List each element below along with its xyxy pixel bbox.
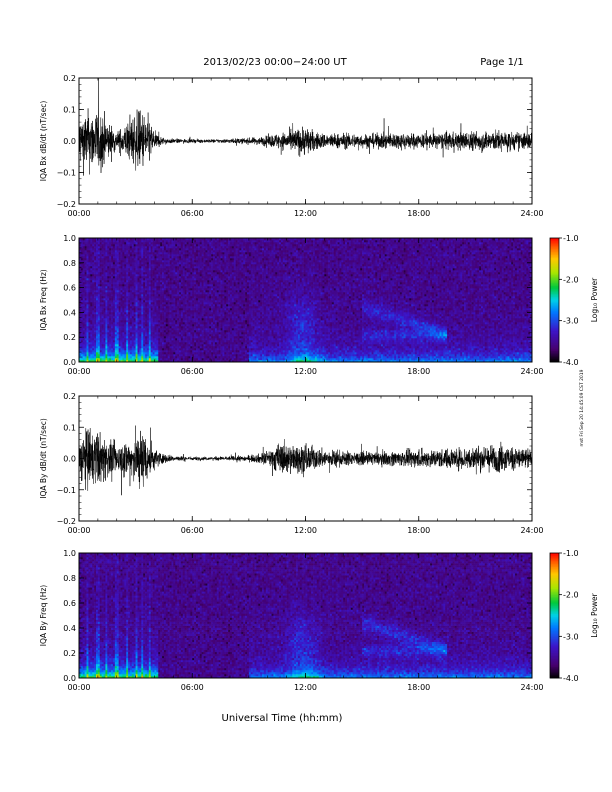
dbdt-trace bbox=[79, 76, 532, 176]
y-tick-label: 0.4 bbox=[63, 308, 76, 317]
x-tick-label: 06:00 bbox=[181, 526, 204, 535]
y-axis-label: IQA By dB/dt (nT/sec) bbox=[39, 418, 48, 499]
dbdt-panel-2: 00:00 06:00 12:00 18:00 24:00 0.2 0.1 0.0 −0.1 −0… bbox=[39, 392, 544, 535]
x-tick-label: 24:00 bbox=[520, 683, 543, 692]
y-axis-label: IQA By Freq (Hz) bbox=[39, 585, 48, 647]
x-tick-label: 24:00 bbox=[520, 526, 543, 535]
x-tick-label: 12:00 bbox=[294, 367, 317, 376]
colorbar-tick-label: -4.0 bbox=[563, 358, 579, 367]
figure-title: 2013/02/23 00:00−24:00 UT bbox=[203, 57, 347, 68]
colorbar-1: -1.0 -2.0 -3.0 -4.0 Log₁₀ Power bbox=[550, 234, 599, 367]
x-tick-label: 06:00 bbox=[181, 209, 204, 218]
y-tick-label: 0.0 bbox=[63, 455, 76, 464]
x-tick-label: 00:00 bbox=[67, 526, 90, 535]
x-axis-label: Universal Time (hh:mm) bbox=[222, 713, 343, 724]
colorbar-tick-label: -3.0 bbox=[563, 632, 579, 641]
colorbar-tick-label: -3.0 bbox=[563, 317, 579, 326]
side-timestamp: mst Fri Sep 20 14:45:09 CST 2019 bbox=[579, 369, 585, 446]
dbdt-panel-0: 00:00 06:00 12:00 18:00 24:00 0.2 0.1 0.0 −0.1 −0… bbox=[39, 74, 544, 218]
x-tick-label: 06:00 bbox=[181, 683, 204, 692]
spectrogram-cells bbox=[79, 553, 532, 678]
x-tick-label: 00:00 bbox=[67, 367, 90, 376]
colorbar-tick-label: -1.0 bbox=[563, 549, 579, 558]
y-tick-label: 0.2 bbox=[63, 392, 76, 401]
x-tick-label: 00:00 bbox=[67, 209, 90, 218]
x-tick-label: 18:00 bbox=[407, 683, 430, 692]
x-tick-label: 18:00 bbox=[407, 209, 430, 218]
y-tick-label: 0.2 bbox=[63, 649, 76, 658]
page-indicator: Page 1/1 bbox=[480, 57, 523, 68]
y-tick-label: 0.2 bbox=[63, 333, 76, 342]
x-tick-label: 00:00 bbox=[67, 683, 90, 692]
y-tick-label: 0.0 bbox=[63, 674, 76, 683]
spectrogram-cells bbox=[79, 238, 532, 362]
y-tick-label: 0.8 bbox=[63, 574, 76, 583]
spectrogram-panel-3: 00:00 06:00 12:00 18:00 24:00 1.0 0.8 0.6 0.4 0.2… bbox=[39, 549, 544, 692]
y-tick-label: −0.2 bbox=[57, 200, 76, 209]
y-tick-label: 0.6 bbox=[63, 284, 76, 293]
y-tick-label: 0.0 bbox=[63, 137, 76, 146]
colorbar-tick-label: -2.0 bbox=[563, 591, 579, 600]
y-tick-label: 0.1 bbox=[63, 106, 76, 115]
colorbar-3: -1.0 -2.0 -3.0 -4.0 Log₁₀ Power bbox=[550, 549, 599, 683]
colorbar-tick-label: -2.0 bbox=[563, 275, 579, 284]
figure: 2013/02/23 00:00−24:00 UT Page 1/1 00:00… bbox=[0, 0, 612, 792]
x-tick-label: 06:00 bbox=[181, 367, 204, 376]
y-axis-label: IQA Bx Freq (Hz) bbox=[39, 269, 48, 331]
panels: 00:00 06:00 12:00 18:00 24:00 0.2 0.1 0.0 −0.1 −0… bbox=[39, 74, 599, 692]
x-tick-label: 18:00 bbox=[407, 526, 430, 535]
y-tick-label: 0.2 bbox=[63, 74, 76, 83]
x-tick-label: 24:00 bbox=[520, 209, 543, 218]
colorbar-tick-label: -4.0 bbox=[563, 674, 579, 683]
colorbar-tick-label: -1.0 bbox=[563, 234, 579, 243]
x-tick-label: 18:00 bbox=[407, 367, 430, 376]
y-tick-label: 0.0 bbox=[63, 358, 76, 367]
y-tick-label: 1.0 bbox=[63, 549, 76, 558]
y-tick-label: −0.1 bbox=[57, 486, 76, 495]
x-tick-label: 12:00 bbox=[294, 526, 317, 535]
y-tick-label: 0.8 bbox=[63, 259, 76, 268]
spectrogram-panel-1: 00:00 06:00 12:00 18:00 24:00 1.0 0.8 0.6 0.4 0.2… bbox=[39, 234, 544, 376]
y-tick-label: 0.1 bbox=[63, 423, 76, 432]
x-tick-label: 12:00 bbox=[294, 209, 317, 218]
colorbar-label: Log₁₀ Power bbox=[590, 592, 599, 637]
y-axis-label: IQA Bx dB/dt (nT/sec) bbox=[39, 101, 48, 182]
y-tick-label: 0.6 bbox=[63, 599, 76, 608]
dbdt-trace bbox=[79, 426, 532, 496]
y-tick-label: −0.2 bbox=[57, 517, 76, 526]
x-tick-label: 12:00 bbox=[294, 683, 317, 692]
colorbar-label: Log₁₀ Power bbox=[590, 277, 599, 322]
y-tick-label: 0.4 bbox=[63, 624, 76, 633]
y-tick-label: 1.0 bbox=[63, 234, 76, 243]
x-tick-label: 24:00 bbox=[520, 367, 543, 376]
y-tick-label: −0.1 bbox=[57, 169, 76, 178]
